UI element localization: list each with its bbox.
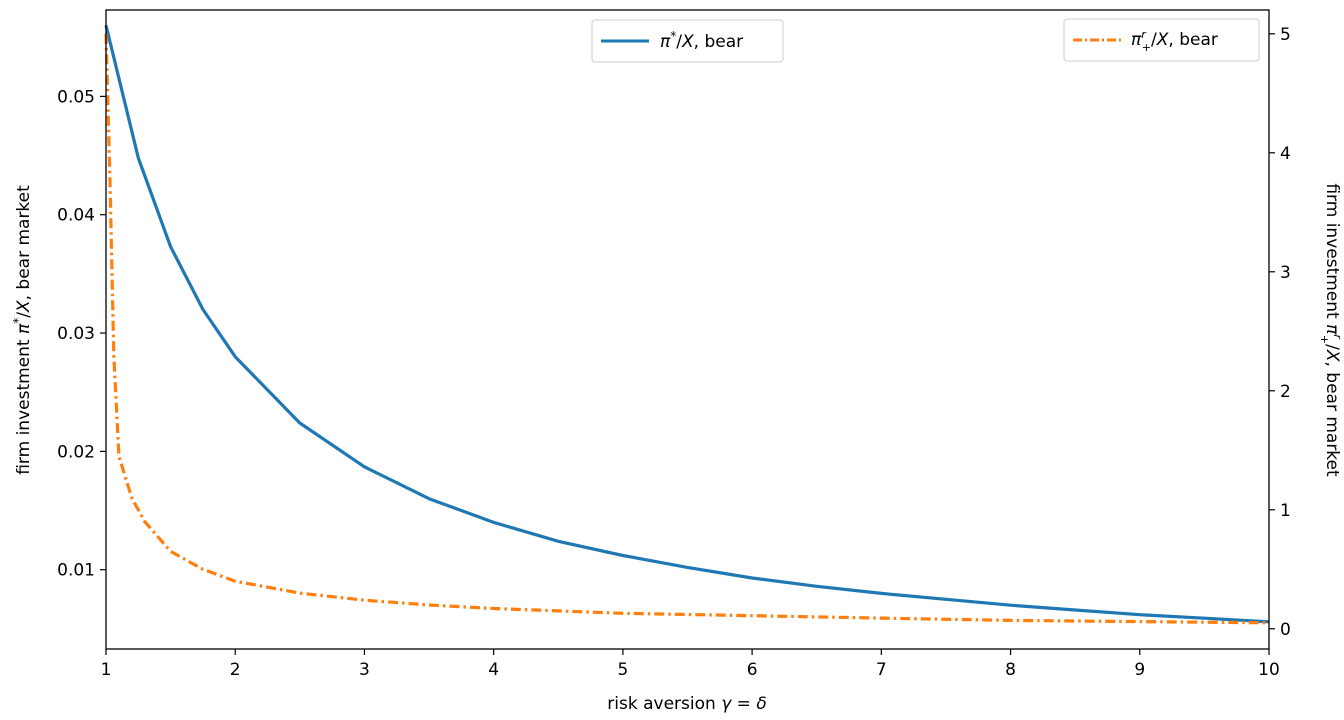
- y-left-tick-label: 0.04: [57, 206, 95, 226]
- y-right-tick-label: 4: [1280, 144, 1291, 164]
- x-tick-label: 10: [1258, 660, 1280, 680]
- legend-primary-box: [591, 19, 784, 63]
- x-tick-label: 2: [230, 660, 241, 680]
- y-left-tick-label: 0.02: [57, 442, 95, 462]
- x-tick-label: 9: [1134, 660, 1145, 680]
- plot-frame: [105, 9, 1270, 650]
- x-tick-label: 4: [488, 660, 499, 680]
- y-axis-label-left: firm investment π*/X, bear market: [11, 185, 34, 475]
- y-right-tick-label: 3: [1280, 263, 1291, 283]
- x-axis-label: risk aversion γ = δ: [607, 694, 766, 714]
- y-left-tick-label: 0.05: [57, 87, 95, 107]
- y-left-tick-label: 0.03: [57, 324, 95, 344]
- legend-secondary-box: [1063, 18, 1260, 62]
- x-tick-label: 7: [876, 660, 887, 680]
- series-line-primary: [104, 25, 1270, 624]
- y-right-tick-label: 1: [1280, 501, 1291, 521]
- x-tick-label: 1: [101, 660, 112, 680]
- legend-primary: π*/X, bear: [591, 19, 784, 63]
- x-tick-label: 5: [617, 660, 628, 680]
- legend-secondary: πr +/X, bear: [1063, 18, 1260, 62]
- x-tick-label: 8: [1005, 660, 1016, 680]
- series-line-secondary: [104, 33, 1270, 625]
- legend-primary-label: π*/X, bear: [660, 29, 743, 52]
- y-right-tick-label: 0: [1280, 620, 1291, 640]
- x-tick-label: 3: [359, 660, 370, 680]
- plot-area: [106, 10, 1269, 649]
- y-right-tick-label: 2: [1280, 382, 1291, 402]
- legend-secondary-label: πr +/X, bear: [1131, 28, 1218, 54]
- y-axis-label-right: firm investment πr+/X, bear market: [1318, 183, 1344, 477]
- y-left-tick-label: 0.01: [57, 561, 95, 581]
- x-tick-label: 6: [747, 660, 758, 680]
- y-right-tick-label: 5: [1280, 25, 1291, 45]
